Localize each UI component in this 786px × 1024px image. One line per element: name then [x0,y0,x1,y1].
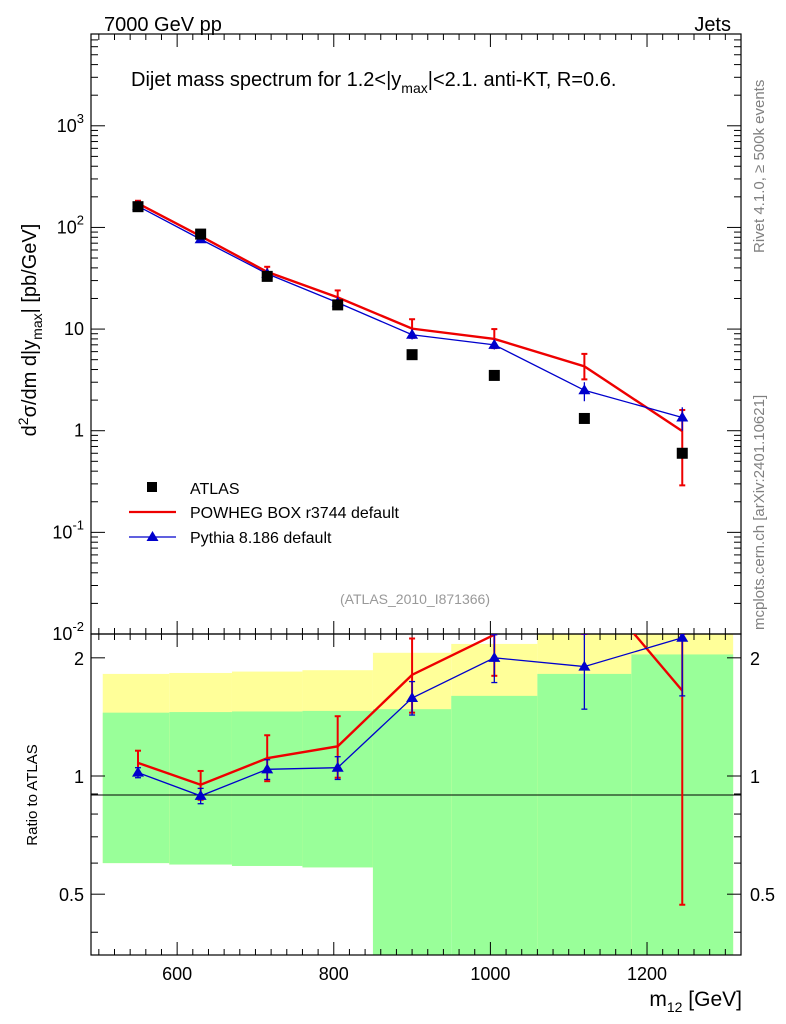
main-panel-frame [90,33,742,635]
rivet-label: Rivet 4.1.0, ≥ 500k events [751,80,768,253]
pythia-ratio-point [194,789,207,800]
pythia-line [137,205,683,419]
ratio-curves [131,634,689,906]
legend-marker-atlas [147,482,157,492]
pythia-point [406,328,419,339]
energy-label: 7000 GeV pp [104,14,222,36]
pythia-point [676,411,689,422]
x-tick-label: 600 [162,964,192,984]
y-label-sup: 2 [15,417,31,425]
y-tick-label: 10 [64,319,84,339]
powheg-line [137,202,683,433]
pythia-ratio-point [676,634,689,642]
y-tick-label: 103 [57,111,84,136]
legend-label-atlas: ATLAS [190,481,240,498]
pythia-ratio-point [406,692,419,703]
y-tick-label: 10-1 [52,517,84,542]
atlas-point [132,201,144,213]
pythia-ratio-point [261,763,274,774]
pythia-ratio-point [488,651,501,662]
chart-title-post: |<2.1. anti-KT, R=0.6. [428,69,617,91]
analysis-id: (ATLAS_2010_I871366) [340,591,490,607]
y-tick-label: 1 [74,421,84,441]
x-label-sub: 12 [667,999,683,1015]
ratio-tick-label-right: 2 [750,649,760,669]
category-label: Jets [694,14,731,36]
x-axis-label: m12 [GeV] [649,988,742,1015]
y-axis-label: d2σ/dm d|ymax| [pb/GeV] [15,224,45,437]
y-label-mid: σ/dm d|y [19,340,41,418]
powheg-ratio-line [137,634,684,787]
atlas-point [406,349,418,361]
atlas-point [332,299,344,311]
pythia-ratio-point [578,660,591,671]
band-inner-6 [537,673,632,955]
ratio-tick-label-left: 1 [74,767,84,787]
pythia-ratio-line [137,637,683,797]
x-label-main: m [649,988,667,1011]
atlas-point [261,270,273,282]
y-tick-label: 10-2 [52,619,84,644]
y-label-post: | [pb/GeV] [19,224,41,314]
y-tick-label: 102 [57,212,84,237]
chart-title-pre: Dijet mass spectrum for 1.2<|y [131,69,401,91]
band-inner-5 [451,695,538,955]
legend: ATLAS POWHEG BOX r3744 default Pythia 8.… [129,481,400,547]
band-inner-4 [372,709,452,955]
atlas-point [676,447,688,459]
mcplots-label: mcplots.cern.ch [arXiv:2401.10621] [751,395,768,630]
ratio-tick-label-right: 0.5 [750,885,775,905]
ratio-tick-label-left: 0.5 [59,885,84,905]
pythia-ratio-point [131,766,144,777]
x-tick-label: 1000 [470,964,510,984]
ratio-tick-label-right: 1 [750,767,760,787]
chart-title-sub: max [401,80,427,96]
series-curves [131,199,689,906]
legend-marker-pythia [146,531,159,541]
y-label-sub: max [29,313,45,339]
x-label-unit: [GeV] [682,988,742,1011]
y-label-pre: d [19,425,41,436]
ratio-tick-label-left: 2 [74,649,84,669]
pythia-ratio-point [331,761,344,772]
x-tick-label: 800 [319,964,349,984]
pythia-point [488,338,501,349]
pythia-point [578,384,591,395]
chart-title: Dijet mass spectrum for 1.2<|ymax|<2.1. … [131,69,616,96]
ratio-y-axis-label: Ratio to ATLAS [24,744,41,845]
band-inner-0 [102,712,170,864]
legend-label-pythia: Pythia 8.186 default [190,530,332,547]
x-tick-label: 1200 [627,964,667,984]
legend-label-powheg: POWHEG BOX r3744 default [190,505,400,522]
atlas-point [195,228,207,240]
atlas-point [578,412,590,424]
atlas-point [488,369,500,381]
